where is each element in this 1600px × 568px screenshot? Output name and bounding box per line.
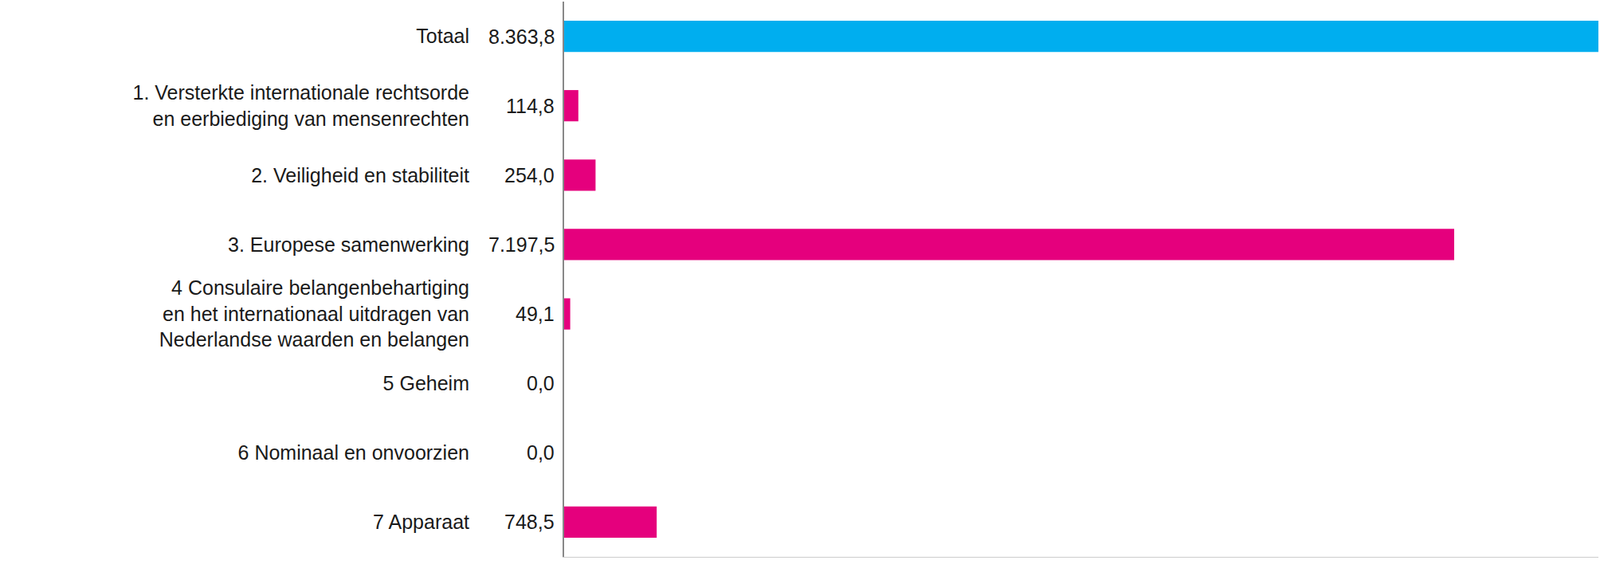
svg-text:49,1: 49,1 — [515, 302, 555, 326]
svg-text:6 Nominaal en onvoorzien: 6 Nominaal en onvoorzien — [238, 441, 470, 464]
svg-text:254,0: 254,0 — [504, 164, 555, 187]
svg-text:3. Europese samenwerking: 3. Europese samenwerking — [227, 233, 470, 256]
svg-text:1. Versterkte internationale r: 1. Versterkte internationale rechtsordee… — [133, 81, 470, 130]
svg-text:114,8: 114,8 — [505, 94, 555, 118]
svg-text:0,0: 0,0 — [526, 372, 555, 395]
svg-text:0,0: 0,0 — [526, 441, 555, 464]
svg-text:7.197,5: 7.197,5 — [488, 233, 555, 256]
svg-text:748,5: 748,5 — [504, 510, 555, 534]
svg-text:8.363,8: 8.363,8 — [488, 25, 555, 48]
svg-text:Totaal: Totaal — [415, 24, 470, 48]
svg-text:2. Veiligheid en stabiliteit: 2. Veiligheid en stabiliteit — [250, 164, 470, 187]
svg-text:7 Apparaat: 7 Apparaat — [372, 510, 470, 534]
svg-text:4 Consulaire belangenbehartigi: 4 Consulaire belangenbehartigingen het i… — [159, 276, 470, 351]
svg-text:5 Geheim: 5 Geheim — [383, 372, 470, 395]
